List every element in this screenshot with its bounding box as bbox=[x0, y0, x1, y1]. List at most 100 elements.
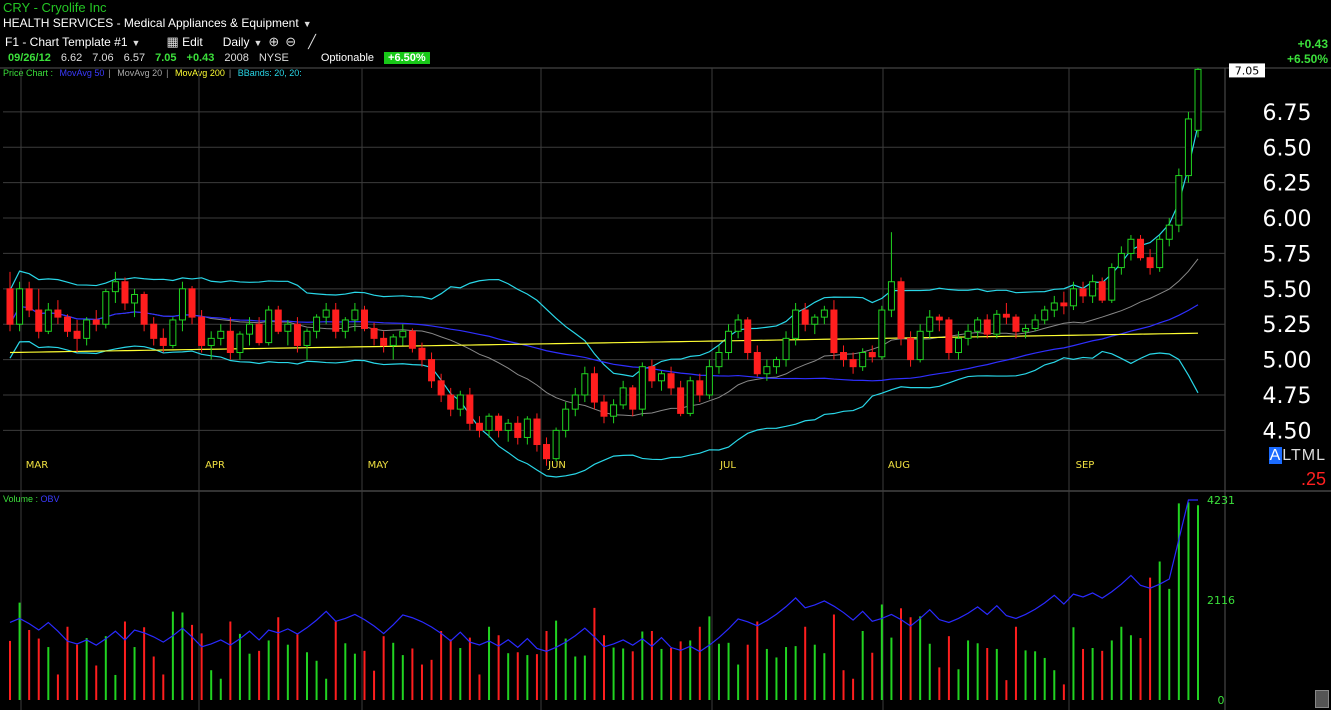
candle-body bbox=[926, 316, 934, 332]
quote-exchange: NYSE bbox=[258, 52, 289, 64]
candle-body bbox=[322, 309, 330, 318]
quote-volume: 2008 bbox=[224, 52, 249, 64]
price-tick-label: 6.75 bbox=[1263, 101, 1312, 126]
period-dropdown[interactable]: Daily ▼ bbox=[223, 35, 263, 49]
candle-body bbox=[983, 319, 991, 335]
candle-body bbox=[121, 281, 129, 304]
candle-body bbox=[370, 327, 378, 339]
candle-body bbox=[1108, 267, 1116, 301]
candle-body bbox=[1175, 175, 1183, 226]
candle-body bbox=[73, 330, 81, 339]
candle-body bbox=[303, 330, 311, 346]
quote-last: 7.05 bbox=[155, 52, 177, 64]
edit-button[interactable]: ▦ Edit bbox=[160, 34, 202, 50]
candle-body bbox=[523, 418, 531, 438]
candle-body bbox=[399, 330, 407, 338]
candle-body bbox=[1031, 319, 1039, 329]
candle-body bbox=[897, 281, 905, 339]
candle-body bbox=[447, 394, 455, 410]
chart-template-dropdown[interactable]: F1 - Chart Template #1 ▼ bbox=[5, 35, 140, 49]
candle-body bbox=[150, 323, 158, 339]
candle-body bbox=[456, 394, 464, 410]
candle-body bbox=[705, 366, 713, 396]
candle-body bbox=[725, 330, 733, 354]
candle-body bbox=[696, 380, 704, 396]
zoom-in-icon[interactable]: ⊕ bbox=[268, 34, 280, 49]
legend-price-chart[interactable]: Price Chart : bbox=[3, 68, 54, 78]
candle-body bbox=[198, 316, 206, 346]
chart-type-ltml[interactable]: LTML bbox=[1282, 447, 1326, 464]
candle-body bbox=[907, 337, 915, 361]
candle-body bbox=[284, 323, 292, 332]
legend-bbands[interactable]: BBands: 20, 20: bbox=[237, 68, 302, 78]
candle-body bbox=[859, 352, 867, 368]
bband-lower-line bbox=[9, 341, 1199, 478]
candle-body bbox=[63, 316, 71, 332]
candle-body bbox=[111, 281, 119, 293]
candle-body bbox=[159, 337, 167, 346]
legend-obv[interactable]: OBV bbox=[40, 494, 60, 504]
candle-body bbox=[792, 309, 800, 339]
candle-body bbox=[1069, 288, 1077, 307]
candle-body bbox=[571, 394, 579, 410]
legend-ma20[interactable]: MovAvg 20 bbox=[117, 68, 163, 78]
candle-body bbox=[801, 309, 809, 325]
candle-body bbox=[102, 291, 110, 325]
candle-body bbox=[638, 366, 646, 410]
chart-toolbar: F1 - Chart Template #1 ▼ ▦ Edit Daily ▼ ⊕ … bbox=[5, 34, 316, 50]
ma20-line bbox=[9, 258, 1199, 417]
candle-body bbox=[667, 373, 675, 389]
price-tick-label: 4.50 bbox=[1263, 419, 1312, 444]
candle-body bbox=[1050, 302, 1058, 311]
zoom-out-icon[interactable]: ⊖ bbox=[285, 34, 297, 49]
candle-body bbox=[954, 337, 962, 354]
chart-type-a[interactable]: A bbox=[1268, 447, 1283, 464]
chevron-down-icon: ▼ bbox=[131, 38, 141, 48]
price-tick-label: 5.50 bbox=[1263, 278, 1312, 303]
month-label: MAY bbox=[368, 460, 390, 471]
pct-change-badge: +6.50% bbox=[384, 52, 430, 64]
candle-body bbox=[255, 323, 263, 344]
candle-body bbox=[935, 316, 943, 321]
chart-template-label: F1 - Chart Template #1 bbox=[5, 35, 128, 49]
month-label: JUL bbox=[719, 460, 736, 471]
candle-body bbox=[629, 387, 637, 410]
sector-selector[interactable]: HEALTH SERVICES - Medical Appliances & E… bbox=[3, 16, 312, 30]
candle-body bbox=[590, 373, 598, 403]
volume-tick-label: 4231 bbox=[1207, 494, 1235, 507]
candle-body bbox=[753, 352, 761, 375]
month-label: MAR bbox=[26, 460, 48, 471]
candle-body bbox=[657, 373, 665, 382]
price-tick-label: 5.25 bbox=[1263, 313, 1312, 338]
draw-line-icon[interactable]: ╱ bbox=[308, 34, 316, 49]
symbol-title: CRY - Cryolife Inc bbox=[3, 0, 107, 15]
price-tick-label: 6.00 bbox=[1263, 207, 1312, 232]
candle-body bbox=[600, 401, 608, 417]
candle-body bbox=[772, 359, 780, 368]
chevron-down-icon[interactable]: ▼ bbox=[302, 19, 312, 29]
candle-body bbox=[1117, 252, 1125, 269]
ma200-line bbox=[9, 332, 1199, 354]
candle-body bbox=[1089, 281, 1097, 297]
candle-body bbox=[686, 380, 694, 414]
month-label: SEP bbox=[1076, 460, 1095, 471]
tick-size: .25 bbox=[1300, 469, 1326, 489]
candle-body bbox=[332, 309, 340, 332]
ma50-line bbox=[9, 304, 1199, 382]
candle-body bbox=[504, 422, 512, 431]
candle-body bbox=[389, 336, 397, 346]
change-pct: +6.50% bbox=[1286, 52, 1328, 66]
chart-type-selector[interactable]: ALTML bbox=[1268, 447, 1326, 465]
candle-body bbox=[293, 323, 301, 346]
legend-ma200[interactable]: MovAvg 200 bbox=[174, 68, 225, 78]
bband-upper-line bbox=[9, 124, 1199, 378]
scrollbar-thumb[interactable] bbox=[1315, 690, 1329, 708]
legend-ma50[interactable]: MovAvg 50 bbox=[59, 68, 105, 78]
candle-body bbox=[543, 444, 551, 460]
candle-body bbox=[25, 288, 33, 311]
candle-body bbox=[83, 319, 91, 339]
candle-body bbox=[1156, 238, 1164, 269]
price-tick-label: 6.25 bbox=[1263, 172, 1312, 197]
change-value: +0.43 bbox=[1297, 37, 1328, 51]
